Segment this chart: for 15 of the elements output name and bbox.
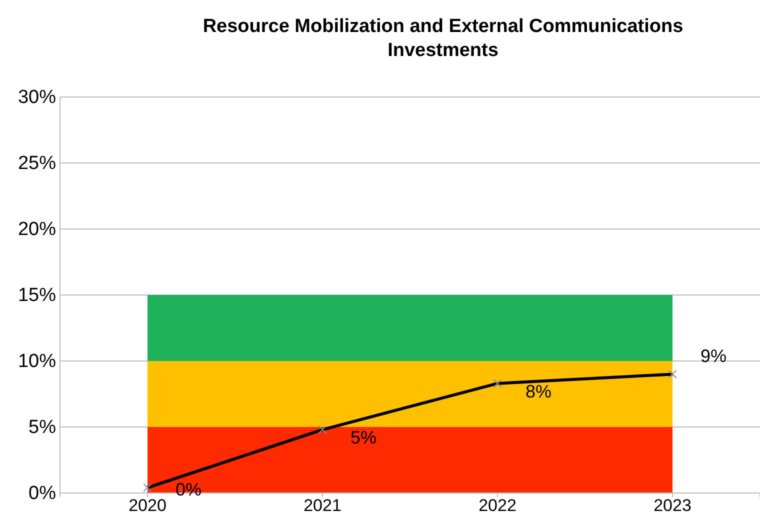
x-tick-label: 2022: [478, 496, 516, 516]
data-label: 9%: [700, 346, 727, 366]
chart-title: Resource Mobilization and External Communications Investments: [202, 16, 684, 61]
y-tick-label: 5%: [28, 417, 56, 438]
x-tick-label: 2020: [128, 496, 166, 516]
x-tick-label: 2023: [654, 496, 692, 516]
y-tick-label: 0%: [28, 483, 56, 504]
y-tick-label: 15%: [18, 285, 56, 306]
data-label: 5%: [350, 428, 377, 448]
y-tick-label: 10%: [18, 351, 56, 372]
data-label: 8%: [526, 381, 552, 402]
y-tick-label: 25%: [18, 153, 56, 174]
y-tick-label: 20%: [18, 219, 56, 240]
x-tick-label: 2021: [304, 496, 342, 516]
y-tick-label: 30%: [18, 87, 56, 108]
